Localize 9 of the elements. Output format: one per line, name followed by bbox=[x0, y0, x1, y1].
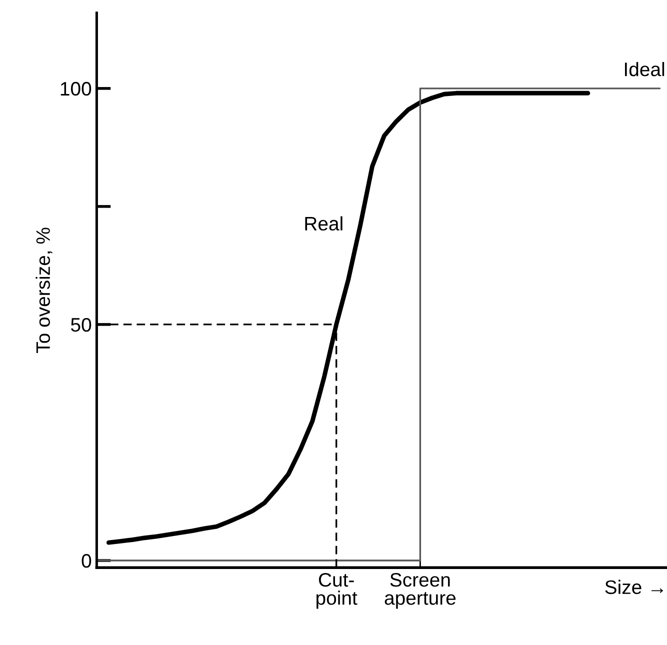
x-axis-title: Size → bbox=[605, 580, 664, 594]
y-axis-title: To oversize, % bbox=[36, 228, 52, 354]
series-label: Real bbox=[305, 216, 342, 231]
y-tick-label: 50 bbox=[71, 318, 92, 332]
y-tick-label: 100 bbox=[60, 82, 92, 96]
x-tick-label: Cut- point bbox=[316, 572, 358, 609]
series-label: Ideal bbox=[625, 62, 664, 76]
x-tick-label: Screen aperture bbox=[384, 572, 456, 609]
y-tick-label: 0 bbox=[82, 554, 92, 568]
